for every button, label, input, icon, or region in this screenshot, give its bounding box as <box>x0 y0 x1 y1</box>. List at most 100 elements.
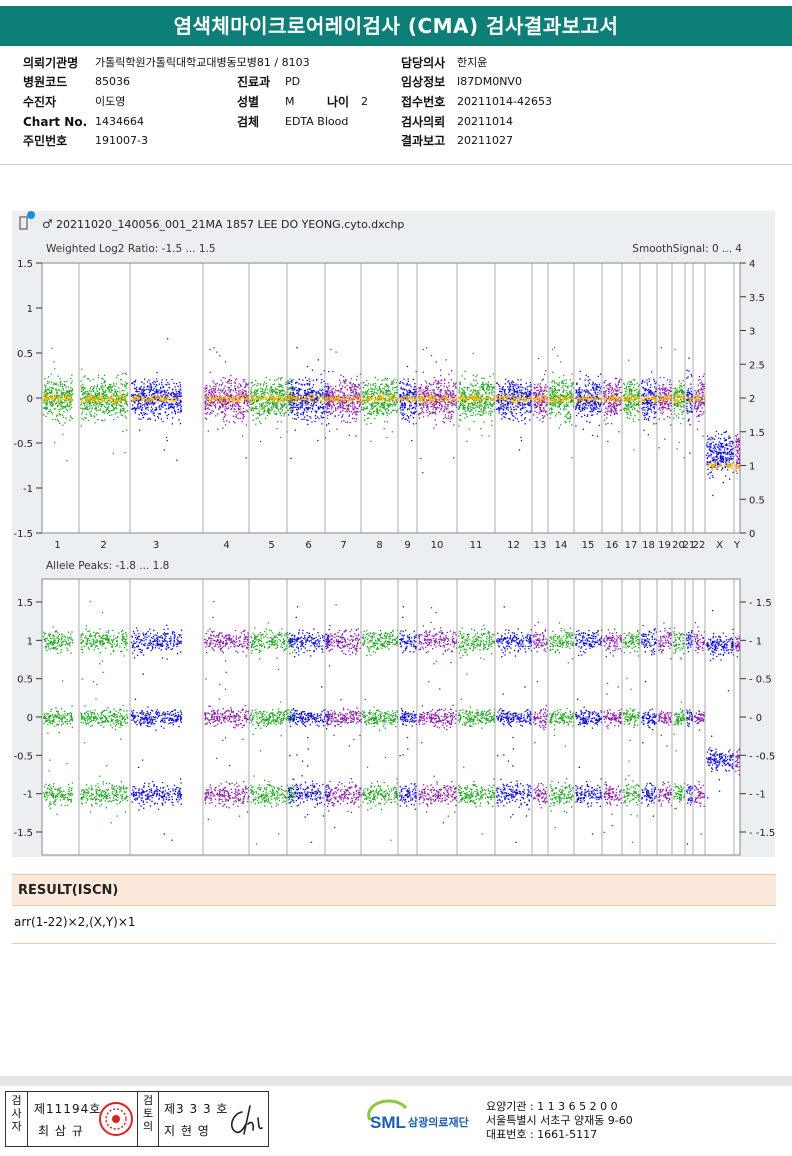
allele-chrom-11 <box>458 624 496 835</box>
lab-abbr: SML <box>370 1113 406 1132</box>
allele-ytick-label-right: - -1.5 <box>749 828 775 839</box>
lab-phone: 대표번호 : 1661-5117 <box>486 1128 598 1141</box>
chromosome-label: 2 <box>100 540 106 551</box>
smooth-signal-18 <box>641 395 657 403</box>
result-text: arr(1-22)×2,(X,Y)×1 <box>12 906 776 944</box>
smooth-signal-1 <box>43 393 73 403</box>
chromosome-label: 12 <box>507 540 520 551</box>
info-field-left-3-label: Chart No. <box>23 115 88 129</box>
chromosome-label: 3 <box>153 540 159 551</box>
chromosome-label: 15 <box>582 540 595 551</box>
info-field-left-0-label: 의뢰기관명 <box>23 56 79 70</box>
allele-chrom-7 <box>326 604 363 829</box>
info-field-right-2-label: 접수번호 <box>401 95 446 109</box>
allele-ytick-label-right: - 0.5 <box>749 675 772 686</box>
divider <box>0 164 792 165</box>
chromosome-label: 20 <box>672 540 685 551</box>
log2-ytick-label: 1.5 <box>17 259 33 270</box>
log2-chart-title: Weighted Log2 Ratio: -1.5 ... 1.5 <box>46 243 216 255</box>
smooth-signal-4 <box>204 393 250 404</box>
allele-chrom-12 <box>496 606 533 843</box>
info-field-right-1-value: I87DM0NV0 <box>457 75 522 88</box>
reviewer-name: 지 현 영 <box>164 1124 210 1138</box>
smooth-signal-8 <box>362 394 398 405</box>
seal-stamp-icon <box>99 1102 133 1136</box>
allele-points <box>43 600 741 845</box>
chromosome-label: 5 <box>268 540 274 551</box>
allele-chrom-Y <box>735 636 741 776</box>
smooth-ytick-label: 2 <box>749 394 755 405</box>
info-field-mid-0-value: PD <box>285 75 301 88</box>
smooth-ytick-label: 3.5 <box>749 293 765 304</box>
chromosome-label: 1 <box>54 540 60 551</box>
sml-logo-icon: SML 삼광의료재단 <box>367 1099 469 1132</box>
info-field-left-2-label: 수진자 <box>23 95 57 109</box>
tester-license: 제11194호 <box>34 1102 102 1116</box>
report-title: 염색체마이크로어레이검사 (CMA) 검사결과보고서 <box>0 6 792 46</box>
log2-ytick-label: -0.5 <box>13 439 33 450</box>
allele-chrom-16 <box>603 628 623 833</box>
smooth-signal-17 <box>623 393 640 403</box>
allele-chrom-8 <box>362 629 399 841</box>
log2-chrom-14 <box>549 347 575 459</box>
file-icon <box>19 211 36 230</box>
allele-ytick-label-right: - 1.5 <box>749 598 772 609</box>
male-icon: ♂ <box>42 217 53 231</box>
allele-ytick-label: -0.5 <box>13 751 33 762</box>
info-field-age-value: 2 <box>361 95 368 108</box>
log2-ytick-label: 0 <box>27 394 33 405</box>
info-field-right-2-value: 20211014-42653 <box>457 95 552 108</box>
allele-chrom-14 <box>549 622 575 829</box>
allele-chart-title: Allele Peaks: -1.8 ... 1.8 <box>46 560 169 572</box>
info-field-mid-0-label: 진료과 <box>237 75 271 89</box>
allele-chrom-21 <box>686 630 694 845</box>
allele-chrom-5 <box>250 622 295 845</box>
cma-chart-panel: ♂ 20211020_140056_001_21MA 1857 LEE DO YE… <box>12 211 775 857</box>
info-field-right-4-label: 결과보고 <box>401 134 446 148</box>
info-field-left-0-value: 가톨릭학원가톨릭대학교대병동모병81 / 8103 <box>95 56 310 69</box>
info-field-right-0-value: 한지윤 <box>457 56 488 69</box>
log2-ytick-label: -1 <box>23 484 33 495</box>
allele-ytick-label-right: - -0.5 <box>749 751 775 762</box>
log2-chrom-Y <box>735 433 741 474</box>
info-field-mid-2-label: 검체 <box>237 115 260 129</box>
smooth-ytick-label: 1.5 <box>749 428 765 439</box>
smooth-signal-Y <box>735 464 741 472</box>
log2-chrom-11 <box>458 352 496 443</box>
allele-chrom-X <box>706 610 735 799</box>
chart-file-title: 20211020_140056_001_21MA 1857 LEE DO YEO… <box>56 218 404 231</box>
info-field-left-4-label: 주민번호 <box>23 134 68 148</box>
chromosome-label: 7 <box>340 540 346 551</box>
allele-ytick-label: -1.5 <box>13 828 33 839</box>
cma-chart: ♂ 20211020_140056_001_21MA 1857 LEE DO YE… <box>13 211 775 856</box>
info-field-right-3-label: 검사의뢰 <box>401 115 446 129</box>
lab-address: 서울특별시 서초구 양재동 9-60 <box>486 1114 633 1127</box>
chromosome-label: 21 <box>683 540 696 551</box>
allele-chrom-2 <box>80 600 129 824</box>
info-field-left-4-value: 191007-3 <box>95 134 148 147</box>
chromosome-label: 16 <box>606 540 619 551</box>
smooth-ytick-label: 2.5 <box>749 360 765 371</box>
lab-info: 요양기관 : 1 1 3 6 5 2 0 0 서울특별시 서초구 양재동 9-6… <box>486 1100 633 1142</box>
smooth-ytick-label: 1 <box>749 462 755 473</box>
allele-ytick-label: 0.5 <box>17 675 33 686</box>
chromosome-label: 17 <box>625 540 638 551</box>
chromosome-label: X <box>716 540 723 551</box>
info-field-right-1-label: 임상정보 <box>401 75 446 89</box>
smooth-signal-7 <box>326 394 362 406</box>
info-field-left-3-value: 1434664 <box>95 115 144 128</box>
allele-chrom-15 <box>575 629 603 835</box>
chromosome-label: Y <box>733 540 741 551</box>
info-field-right-3-value: 20211014 <box>457 115 513 128</box>
allele-ytick-label-right: - 1 <box>749 636 762 647</box>
info-field-mid-1-label: 성별 <box>237 95 260 109</box>
allele-ytick-label: 0 <box>27 713 33 724</box>
log2-points <box>43 338 741 497</box>
result-heading: RESULT(ISCN) <box>12 874 776 906</box>
info-field-age-label: 나이 <box>327 95 350 109</box>
smooth-signal-21 <box>686 396 693 403</box>
chromosome-label: 11 <box>470 540 483 551</box>
log2-chrom-12 <box>496 378 533 451</box>
allele-chrom-18 <box>641 624 658 817</box>
smooth-signal-11 <box>458 392 496 405</box>
